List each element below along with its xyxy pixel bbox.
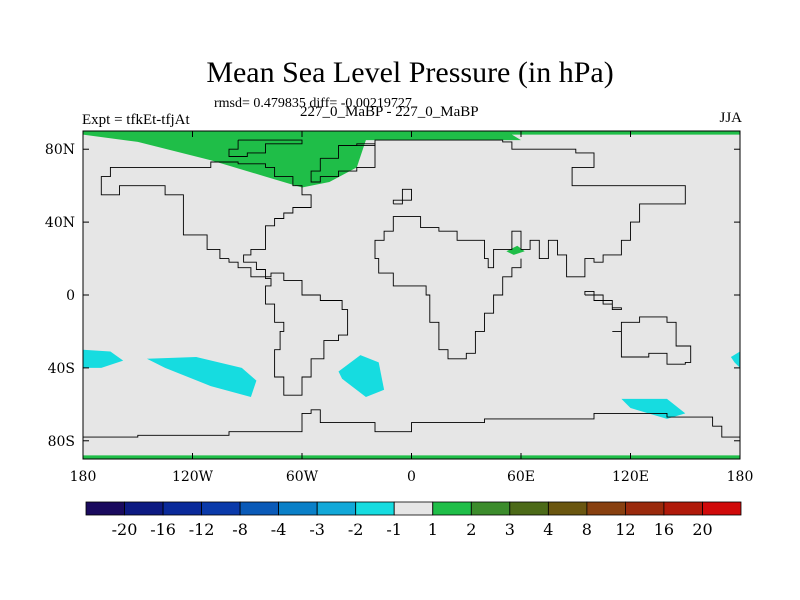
comparison-label: 227_0_MaBP - 227_0_MaBP <box>300 104 479 120</box>
x-tick-label: 60W <box>286 469 319 485</box>
colorbar-label: -8 <box>232 520 248 539</box>
colorbar-box <box>239 501 280 516</box>
coastline-5 <box>584 290 622 311</box>
colorbar-box <box>625 501 665 516</box>
colorbar-box <box>393 501 434 516</box>
region-arctic-positive <box>83 131 740 188</box>
region-s-pacific-mid <box>146 357 257 397</box>
chart-title: Mean Sea Level Pressure (in hPa) <box>206 56 614 89</box>
coastlines <box>83 139 740 438</box>
x-tick-label: 120E <box>612 469 649 485</box>
x-tick-label: 180 <box>727 469 754 485</box>
coastline-1 <box>100 161 349 396</box>
colorbar-label: -4 <box>271 520 287 539</box>
colorbar-label: -16 <box>150 520 176 539</box>
y-tick-label: 0 <box>66 288 75 304</box>
colorbar: -20 -16 -12 -8 -4 -3 -2 -1 1 2 3 4 8 12 16 20 <box>85 501 742 539</box>
colorbar-box <box>663 501 703 516</box>
colorbar-box <box>432 501 472 516</box>
colorbar-box <box>548 501 588 516</box>
x-axis: 180 120W 60W 0 60E 120E 180 <box>70 131 754 485</box>
coastline-6 <box>83 409 740 438</box>
colorbar-box <box>470 501 511 516</box>
season-label: JJA <box>719 110 742 126</box>
colorbar-box <box>316 501 357 516</box>
coastline-3 <box>392 188 412 205</box>
region-s-atlantic <box>338 355 385 397</box>
colorbar-box <box>509 501 549 516</box>
colorbar-label: 20 <box>692 520 712 539</box>
x-tick-label: 0 <box>407 469 416 485</box>
colorbar-box <box>355 501 395 516</box>
colorbar-label: 2 <box>466 520 476 539</box>
coastline-4 <box>612 316 692 365</box>
colorbar-box <box>85 501 125 516</box>
coastline-7 <box>228 139 303 157</box>
colorbar-label: 16 <box>654 520 674 539</box>
y-tick-label: 40S <box>48 361 75 377</box>
region-s-pacific-west <box>83 349 124 368</box>
colorbar-box <box>278 501 318 516</box>
coastline-0 <box>338 139 686 360</box>
coastline-2 <box>310 143 376 183</box>
x-tick-label: 60E <box>507 469 535 485</box>
y-tick-label: 80S <box>48 434 75 450</box>
colorbar-label: 4 <box>543 520 553 539</box>
x-tick-label: 120W <box>172 469 214 485</box>
colorbar-label: -2 <box>348 520 364 539</box>
colorbar-label: 12 <box>615 520 635 539</box>
colorbar-box <box>124 501 164 516</box>
colorbar-label: 3 <box>505 520 515 539</box>
colorbar-label: 1 <box>428 520 438 539</box>
colorbar-label: -20 <box>112 520 138 539</box>
colorbar-box <box>162 501 203 516</box>
colorbar-label: -1 <box>386 520 402 539</box>
colorbar-label: -12 <box>189 520 215 539</box>
colorbar-label: 8 <box>582 520 592 539</box>
region-s-indian <box>621 398 686 419</box>
y-tick-label: 80N <box>45 142 75 158</box>
experiment-label: Expt = tfkEt-tfjAt <box>82 112 190 128</box>
colorbar-box <box>586 501 626 516</box>
y-axis: 80N 40N 0 40S 80S <box>45 142 740 450</box>
stats-label: rmsd= 0.479835 diff= -0.00219727 <box>214 96 412 111</box>
y-tick-label: 40N <box>45 215 75 231</box>
region-s-pacific-east <box>730 351 740 368</box>
colorbar-box <box>201 501 241 516</box>
colorbar-box <box>702 501 742 516</box>
colorbar-label: -3 <box>309 520 325 539</box>
x-tick-label: 180 <box>70 469 97 485</box>
plot-area <box>82 130 741 460</box>
region-asia-positive <box>506 245 525 255</box>
